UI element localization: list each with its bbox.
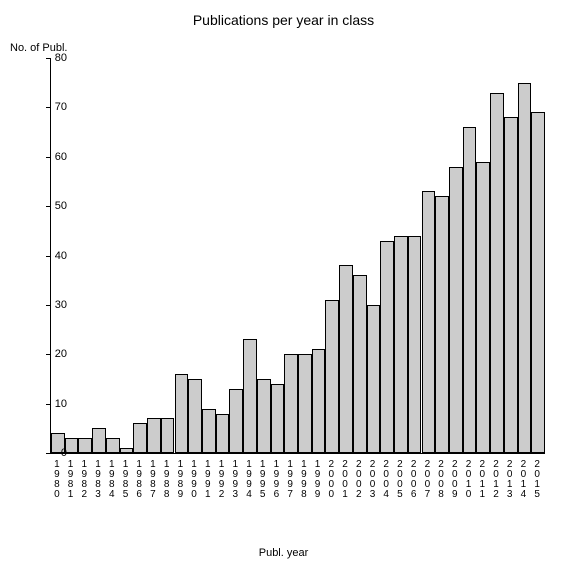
- bar: [106, 438, 120, 453]
- xtick-label: 1 9 9 3: [230, 460, 240, 500]
- bar: [284, 354, 298, 453]
- xtick-label: 1 9 8 9: [175, 460, 185, 500]
- xtick-label: 2 0 1 3: [505, 460, 515, 500]
- xtick-label: 2 0 1 5: [532, 460, 542, 500]
- xtick-label: 1 9 9 0: [189, 460, 199, 500]
- bar: [257, 379, 271, 453]
- bar: [435, 196, 449, 453]
- ytick-label: 10: [37, 398, 67, 410]
- bar: [490, 93, 504, 453]
- xtick-label: 1 9 9 8: [299, 460, 309, 500]
- bar: [463, 127, 477, 453]
- xtick-label: 2 0 0 3: [367, 460, 377, 500]
- ytick-label: 60: [37, 151, 67, 163]
- xtick-label: 1 9 8 6: [134, 460, 144, 500]
- xtick-label: 1 9 8 2: [79, 460, 89, 500]
- xtick-label: 2 0 1 2: [491, 460, 501, 500]
- xtick-label: 2 0 0 5: [395, 460, 405, 500]
- xtick-label: 2 0 0 6: [409, 460, 419, 500]
- chart-title: Publications per year in class: [0, 12, 567, 28]
- xtick-label: 1 9 8 5: [120, 460, 130, 500]
- bar: [504, 117, 518, 453]
- bar: [367, 305, 381, 453]
- xtick-label: 1 9 9 9: [313, 460, 323, 500]
- bar: [243, 339, 257, 453]
- bar: [518, 83, 532, 453]
- bar: [78, 438, 92, 453]
- xtick-label: 2 0 0 4: [381, 460, 391, 500]
- bar: [161, 418, 175, 453]
- ytick-label: 70: [37, 101, 67, 113]
- bar: [147, 418, 161, 453]
- plot-area: [50, 58, 545, 454]
- bar: [394, 236, 408, 453]
- xtick-label: 2 0 0 0: [326, 460, 336, 500]
- xtick-label: 1 9 9 6: [271, 460, 281, 500]
- xtick-label: 2 0 0 8: [436, 460, 446, 500]
- bar: [298, 354, 312, 453]
- ytick-label: 80: [37, 52, 67, 64]
- bar: [133, 423, 147, 453]
- xtick-label: 2 0 1 4: [518, 460, 528, 500]
- bar: [380, 241, 394, 453]
- xtick-label: 1 9 9 7: [285, 460, 295, 500]
- bar: [92, 428, 106, 453]
- xtick-label: 1 9 9 2: [217, 460, 227, 500]
- bar: [339, 265, 353, 453]
- bars-group: [51, 58, 545, 453]
- xtick-label: 1 9 9 4: [244, 460, 254, 500]
- bar: [271, 384, 285, 453]
- bar: [325, 300, 339, 453]
- xtick-label: 1 9 9 1: [203, 460, 213, 500]
- xtick-label: 2 0 0 1: [340, 460, 350, 500]
- bar: [188, 379, 202, 453]
- bar: [531, 112, 545, 453]
- bar: [216, 414, 230, 454]
- bar: [229, 389, 243, 453]
- bar: [408, 236, 422, 453]
- chart-container: Publications per year in class No. of Pu…: [0, 0, 567, 567]
- xtick-label: 2 0 1 0: [464, 460, 474, 500]
- xtick-label: 2 0 0 9: [450, 460, 460, 500]
- ytick-label: 40: [37, 250, 67, 262]
- xtick-label: 1 9 8 0: [52, 460, 62, 500]
- bar: [312, 349, 326, 453]
- xtick-label: 2 0 0 2: [354, 460, 364, 500]
- ytick-label: 30: [37, 299, 67, 311]
- xtick-label: 1 9 8 1: [66, 460, 76, 500]
- xtick-label: 1 9 8 8: [162, 460, 172, 500]
- ytick-label: 0: [37, 447, 67, 459]
- bar: [175, 374, 189, 453]
- xtick-label: 1 9 8 7: [148, 460, 158, 500]
- bar: [202, 409, 216, 453]
- xtick-label: 2 0 1 1: [477, 460, 487, 500]
- xtick-label: 2 0 0 7: [422, 460, 432, 500]
- bar: [422, 191, 436, 453]
- ytick-label: 20: [37, 348, 67, 360]
- bar: [353, 275, 367, 453]
- ytick-label: 50: [37, 200, 67, 212]
- bar: [476, 162, 490, 453]
- xtick-label: 1 9 8 3: [93, 460, 103, 500]
- xtick-label: 1 9 9 5: [258, 460, 268, 500]
- xtick-label: 1 9 8 4: [107, 460, 117, 500]
- x-axis-label: Publ. year: [0, 547, 567, 559]
- bar: [120, 448, 134, 453]
- bar: [449, 167, 463, 453]
